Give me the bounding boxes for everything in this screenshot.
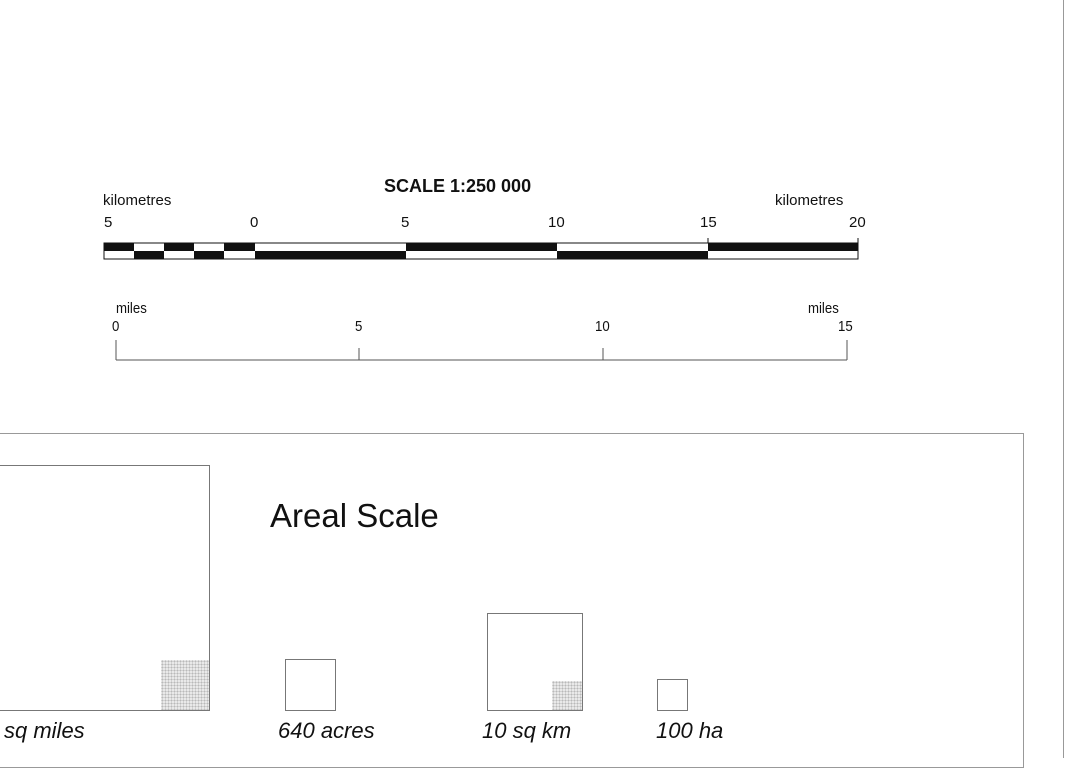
areal-label-sq-miles: sq miles xyxy=(4,718,85,743)
km-sub-seg-1 xyxy=(104,243,134,251)
miles-scale-bar xyxy=(115,340,848,361)
km-seg-15-20 xyxy=(708,243,858,251)
areal-square-10-sq-km-stipple xyxy=(552,681,582,710)
km-scale-bar xyxy=(103,238,859,260)
km-seg-0-5 xyxy=(255,251,406,259)
areal-scale-title: Areal Scale xyxy=(270,497,439,534)
miles-tick-label-5: 5 xyxy=(355,318,363,335)
scale-title: SCALE 1:250 000 xyxy=(384,176,532,196)
km-tick-label-10: 10 xyxy=(548,214,565,231)
miles-tick-label-0: 0 xyxy=(112,318,120,335)
areal-square-sq-miles-stipple xyxy=(161,660,209,710)
miles-tick-label-15: 15 xyxy=(838,318,853,335)
km-unit-left: kilometres xyxy=(103,192,172,209)
areal-square-640-acres xyxy=(285,659,336,711)
km-sub-seg-3 xyxy=(164,243,194,251)
km-tick-label-15: 15 xyxy=(700,214,717,231)
km-tick-label-0: 0 xyxy=(250,214,259,231)
areal-square-100-ha xyxy=(657,679,688,711)
areal-scale-panel xyxy=(0,433,1024,768)
km-tick-label-5-left: 5 xyxy=(104,214,113,231)
km-seg-5-10 xyxy=(406,243,557,251)
km-sub-seg-2 xyxy=(134,251,164,259)
areal-label-100-ha: 100 ha xyxy=(656,718,724,743)
km-unit-right: kilometres xyxy=(775,192,844,209)
areal-label-10-sq-km: 10 sq km xyxy=(482,718,572,743)
right-frame-line xyxy=(1063,0,1064,758)
km-sub-seg-4 xyxy=(194,251,224,259)
km-tick-label-20: 20 xyxy=(849,214,866,231)
miles-tick-label-10: 10 xyxy=(595,318,610,335)
miles-unit-right: miles xyxy=(808,300,839,317)
miles-unit-left: miles xyxy=(116,300,147,317)
km-seg-10-15 xyxy=(557,251,708,259)
km-tick-label-5: 5 xyxy=(401,214,410,231)
km-sub-seg-5 xyxy=(224,243,255,251)
areal-label-640-acres: 640 acres xyxy=(278,718,375,743)
